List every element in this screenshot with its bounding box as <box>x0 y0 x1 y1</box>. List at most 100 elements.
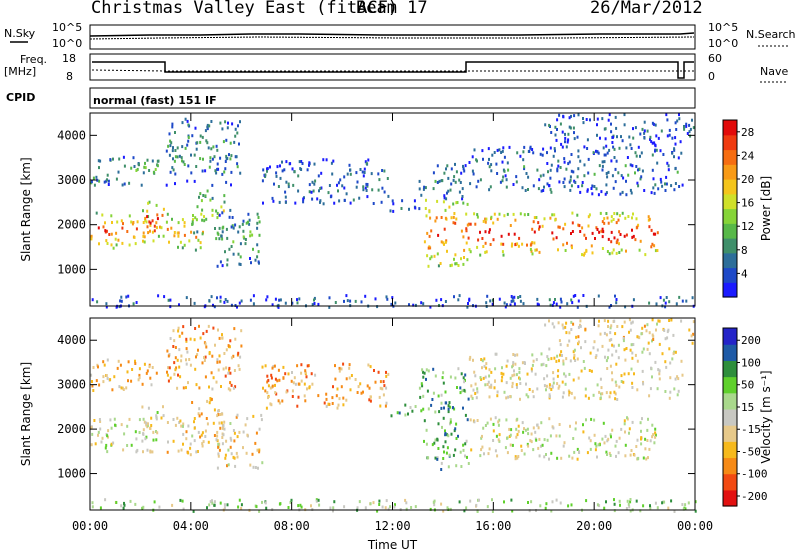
data-cell <box>337 403 340 407</box>
data-cell <box>624 216 627 220</box>
data-cell <box>628 505 631 509</box>
data-cell <box>287 182 290 186</box>
x-tick-label: 08:00 <box>274 519 310 533</box>
data-cell <box>538 437 541 441</box>
data-cell <box>459 450 462 454</box>
data-cell <box>177 326 180 330</box>
data-cell <box>582 117 584 120</box>
data-cell <box>310 190 313 194</box>
data-cell <box>622 176 625 180</box>
data-cell <box>387 507 390 511</box>
data-cell <box>200 433 203 437</box>
data-cell <box>570 320 573 324</box>
data-cell <box>91 380 93 383</box>
data-cell <box>518 370 521 374</box>
data-cell <box>634 238 637 242</box>
data-cell <box>543 455 546 459</box>
data-cell <box>505 303 508 307</box>
data-cell <box>571 301 574 305</box>
data-cell <box>236 165 239 169</box>
data-cell <box>462 201 465 205</box>
data-cell <box>105 443 108 447</box>
data-cell <box>546 374 549 378</box>
x-tick-label: 04:00 <box>173 519 209 533</box>
data-cell <box>177 329 180 333</box>
data-cell <box>199 246 202 250</box>
data-cell <box>587 215 590 219</box>
data-cell <box>538 225 541 229</box>
data-cell <box>291 389 294 393</box>
data-cell <box>494 379 496 383</box>
data-cell <box>457 264 460 267</box>
data-cell <box>360 391 363 395</box>
data-cell <box>155 203 158 207</box>
data-cell <box>622 380 625 384</box>
data-cell <box>574 427 577 431</box>
data-cell <box>237 505 240 509</box>
data-cell <box>481 359 484 363</box>
data-cell <box>605 212 608 215</box>
data-cell <box>614 167 617 171</box>
data-cell <box>174 155 177 159</box>
data-cell <box>585 118 588 121</box>
data-cell <box>635 154 638 158</box>
data-cell <box>340 385 343 389</box>
data-cell <box>544 323 547 327</box>
data-cell <box>151 450 154 454</box>
data-cell <box>519 382 522 385</box>
data-cell <box>556 167 559 171</box>
data-cell <box>494 367 497 371</box>
data-cell <box>152 170 155 174</box>
data-cell <box>369 502 372 506</box>
data-cell <box>223 352 226 355</box>
data-cell <box>275 174 278 178</box>
data-cell <box>635 217 638 221</box>
data-cell <box>613 147 616 151</box>
data-cell <box>216 360 219 364</box>
data-cell <box>182 507 185 511</box>
data-cell <box>265 298 268 302</box>
data-cell <box>677 156 680 160</box>
data-cell <box>180 359 183 363</box>
data-cell <box>266 167 269 171</box>
data-cell <box>323 401 326 405</box>
data-cell <box>469 499 472 503</box>
data-cell <box>166 212 169 216</box>
data-cell <box>512 361 515 365</box>
data-cell <box>226 464 228 468</box>
data-cell <box>227 448 230 452</box>
data-cell <box>237 252 240 256</box>
data-cell <box>90 180 93 184</box>
data-cell <box>211 213 214 217</box>
data-cell <box>558 359 560 363</box>
data-cell <box>523 361 526 364</box>
data-cell <box>205 329 208 333</box>
data-cell <box>149 426 152 430</box>
data-cell <box>568 339 571 343</box>
data-cell <box>372 501 375 505</box>
data-cell <box>258 509 261 513</box>
data-cell <box>187 123 190 127</box>
data-cell <box>238 142 240 146</box>
data-cell <box>659 296 662 300</box>
data-cell <box>244 238 247 241</box>
colorbar-tick-label: 16 <box>741 197 754 210</box>
data-cell <box>337 181 340 185</box>
data-cell <box>236 413 239 417</box>
data-cell <box>381 186 384 190</box>
data-cell <box>428 234 431 238</box>
data-cell <box>174 149 177 152</box>
data-cell <box>458 294 461 298</box>
data-cell <box>567 132 570 136</box>
data-cell <box>651 435 654 439</box>
data-cell <box>452 406 454 410</box>
data-cell <box>310 372 313 376</box>
data-cell <box>446 249 448 253</box>
data-cell <box>429 216 432 220</box>
data-cell <box>530 367 533 371</box>
data-cell <box>229 422 232 425</box>
data-cell <box>443 171 446 175</box>
data-cell <box>251 452 254 456</box>
panel-frame <box>89 317 696 511</box>
data-cell <box>226 299 229 303</box>
